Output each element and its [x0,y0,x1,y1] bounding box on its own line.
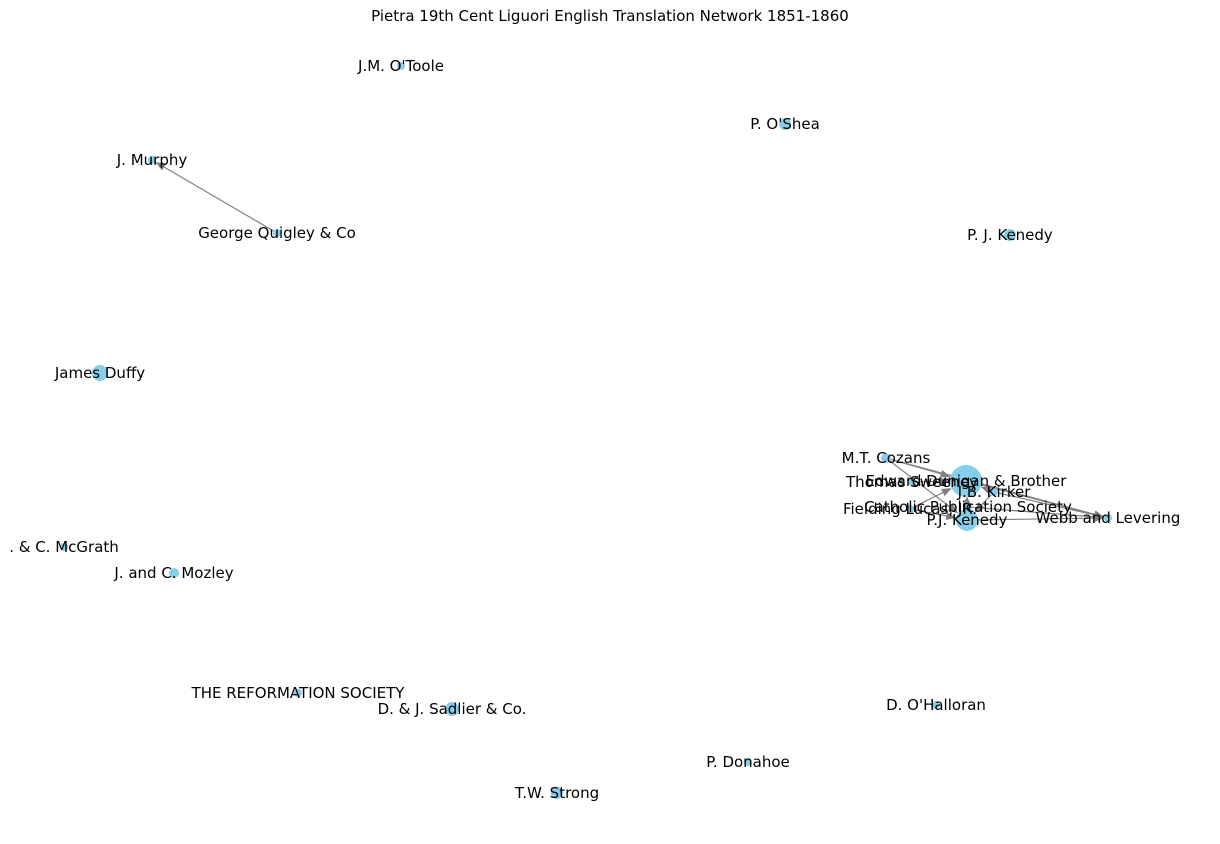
node-label-ohalloran: D. O'Halloran [886,696,986,714]
node-label-jmurphy: J. Murphy [116,151,188,169]
node-label-mcgrath: . & C. McGrath [9,538,119,556]
node-label-cozans: M.T. Cozans [842,449,931,467]
node-label-strong: T.W. Strong [514,784,599,802]
node-label-webb: Webb and Levering [1036,509,1181,527]
node-label-poshea: P. O'Shea [750,115,820,133]
node-label-pjkenedy: P.J. Kenedy [927,511,1008,529]
diagram-title: Pietra 19th Cent Liguori English Transla… [0,7,1220,25]
labels-layer: J.M. O'Toole P. O'Shea J. Murphy George Qui… [9,57,1180,802]
node-label-sadlier: D. & J. Sadlier & Co. [378,700,527,718]
edge-quigley-to-jmurphy [156,163,273,231]
node-label-reformation: THE REFORMATION SOCIETY [191,684,406,702]
node-label-mozley: J. and C. Mozley [113,564,233,582]
node-label-pjkenedy2: P. J. Kenedy [967,226,1053,244]
node-label-donahoe: P. Donahoe [706,753,790,771]
node-label-duffy: James Duffy [54,364,145,382]
node-label-omura: J.M. O'Toole [357,57,444,75]
node-label-quigley: George Quigley & Co [198,224,356,242]
